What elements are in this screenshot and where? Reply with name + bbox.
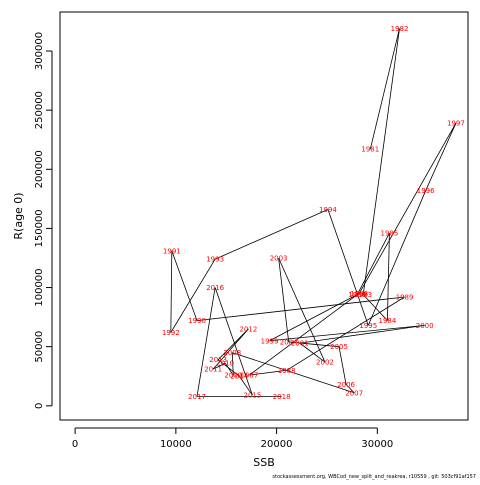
trajectory-segment [425,123,457,191]
trajectory-segment [249,294,358,376]
trajectory-segment [367,190,427,326]
y-tick-label: 200000 [34,150,45,188]
year-label-2016: 2016 [206,284,224,292]
year-label-2003: 2003 [270,254,288,262]
trajectory-segment [170,258,216,333]
trajectory-segment [288,341,340,348]
year-label-1987: 1987 [240,372,258,380]
y-axis-title: R(age 0) [12,192,25,239]
trajectory-segment [278,257,290,342]
trajectory-segment [196,287,216,397]
year-label-2000: 2000 [416,322,434,330]
x-tick-label: 30000 [361,439,393,450]
year-label-1984: 1984 [378,317,396,325]
trajectory-segment [327,209,369,326]
year-label-1989: 1989 [396,294,414,302]
trajectory-segment [369,28,400,150]
year-label-1983: 1983 [354,291,372,299]
footer-caption: stockassessment.org, WBCod_new_split_and… [272,474,476,480]
trajectory-segment [299,324,425,344]
year-labels: 1981 1982 1983 1984 1985 1986 1987 1988 1989 1990… [162,25,465,401]
year-label-1995: 1995 [359,322,377,330]
plot-frame [59,11,469,421]
trajectory-segment [362,294,388,321]
trajectory-segment [171,250,198,321]
y-tick-label: 50000 [34,331,45,363]
trajectory-segment [338,346,347,385]
trajectory-segment [217,359,240,377]
year-label-1990: 1990 [188,317,206,325]
x-tick-label: 0 [72,439,78,450]
x-tick-label: 20000 [261,439,293,450]
trajectory-segment [356,232,390,295]
year-label-2014: 2014 [230,373,248,381]
year-label-2004: 2004 [280,338,298,346]
year-label-1994: 1994 [319,206,337,214]
year-label-2013: 2013 [209,356,227,364]
trajectory-segment [224,363,234,376]
year-label-2011: 2011 [204,366,222,374]
year-label-1997: 1997 [447,120,465,128]
trajectory-segment [286,296,405,371]
x-axis: 0 10000 20000 30000 [72,427,393,450]
y-axis: 0 50000 100000 150000 200000 250000 300000 [34,32,53,409]
trajectory-segment [170,250,173,333]
trajectory-segment [217,328,249,360]
y-tick-label: 300000 [34,32,45,70]
x-tick-label: 10000 [160,439,192,450]
y-tick-label: 0 [34,403,45,409]
year-label-1986: 1986 [348,291,366,299]
trajectory-segment [358,122,457,294]
year-label-1996: 1996 [417,187,435,195]
trajectory-segment [214,209,329,260]
year-label-2007: 2007 [345,389,363,397]
year-label-1992: 1992 [162,329,180,337]
trajectory-segment [214,287,253,396]
year-label-1991: 1991 [163,247,181,255]
trajectory-segment [362,28,400,295]
y-tick-label: 100000 [34,268,45,306]
trajectory-segment [212,362,226,370]
year-label-2008: 2008 [223,349,241,357]
year-label-1981: 1981 [361,146,379,154]
trajectory-segment [196,296,405,322]
year-label-2018: 2018 [273,393,291,401]
trajectory-segment [212,328,249,370]
trajectory-segment [387,233,390,321]
year-label-2015: 2015 [244,392,262,400]
year-label-2010: 2010 [216,360,234,368]
trajectory-segment [299,342,326,363]
year-label-1985: 1985 [381,230,399,238]
trajectory-lines [170,28,457,397]
y-tick-label: 150000 [34,209,45,247]
y-tick-label: 250000 [34,91,45,129]
year-label-1982: 1982 [391,25,409,33]
trajectory-segment [269,293,360,342]
trajectory-segment [232,352,355,394]
trajectory-segment [345,384,355,394]
year-label-1999: 1999 [261,337,279,345]
year-label-2017: 2017 [188,393,206,401]
trajectory-segment [269,324,425,342]
year-label-2001: 2001 [291,340,309,348]
year-label-1998: 1998 [350,290,368,298]
year-label-2006: 2006 [337,381,355,389]
year-label-1988: 1988 [278,367,296,375]
x-axis-title: SSB [253,456,275,469]
year-label-2005: 2005 [330,343,348,351]
trajectory-segment [238,376,253,396]
trajectory-segment [249,369,287,376]
year-label-2012: 2012 [239,325,257,333]
year-label-2009: 2009 [224,372,242,380]
year-label-2002: 2002 [316,359,334,367]
year-label-1993: 1993 [206,256,224,264]
